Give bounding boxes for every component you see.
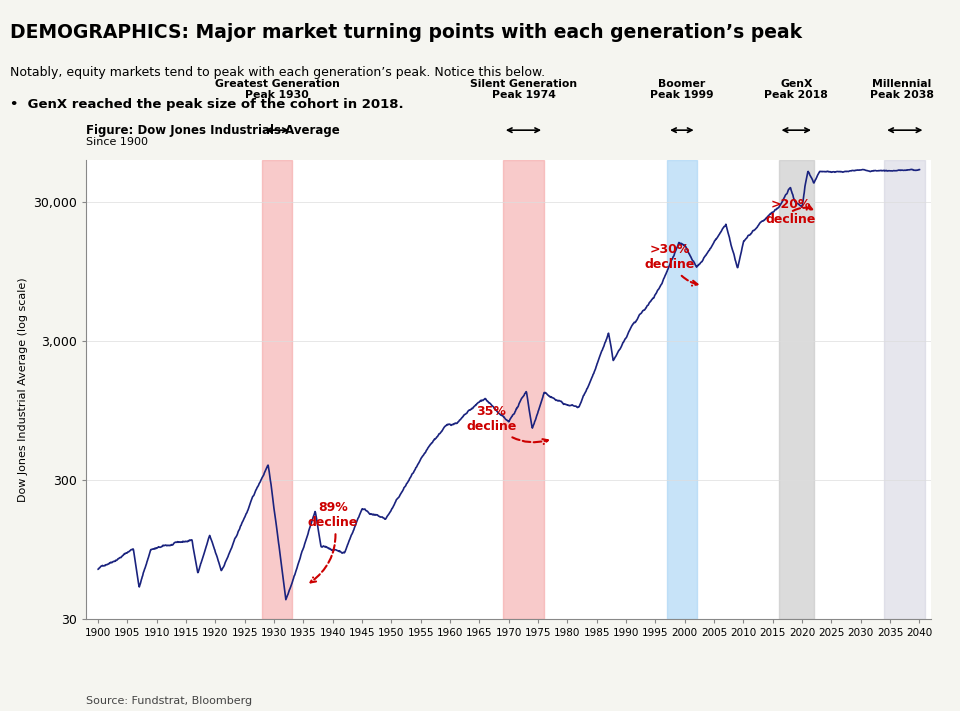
Text: Figure: Dow Jones Industrials Average: Figure: Dow Jones Industrials Average	[86, 124, 340, 137]
Bar	[779, 160, 814, 619]
Text: 89%
decline: 89% decline	[307, 501, 358, 582]
Text: Notably, equity markets tend to peak with each generation’s peak. Notice this be: Notably, equity markets tend to peak wit…	[10, 66, 544, 79]
Text: Source: Fundstrat, Bloomberg: Source: Fundstrat, Bloomberg	[86, 696, 252, 706]
Bar	[262, 160, 292, 619]
Text: >20%
decline: >20% decline	[765, 198, 816, 226]
Text: Silent Generation
Peak 1974: Silent Generation Peak 1974	[469, 79, 577, 100]
Text: GenX
Peak 2018: GenX Peak 2018	[764, 79, 828, 100]
Text: •  GenX reached the peak size of the cohort in 2018.: • GenX reached the peak size of the coho…	[10, 98, 403, 111]
Text: Greatest Generation
Peak 1930: Greatest Generation Peak 1930	[215, 79, 340, 100]
Text: >30%
decline: >30% decline	[645, 243, 697, 286]
Bar	[884, 160, 925, 619]
Y-axis label: Dow Jones Industrial Average (log scale): Dow Jones Industrial Average (log scale)	[18, 277, 28, 501]
Text: 35%
decline: 35% decline	[466, 405, 548, 444]
Text: Millennial
Peak 2038: Millennial Peak 2038	[870, 79, 934, 100]
Text: DEMOGRAPHICS: Major market turning points with each generation’s peak: DEMOGRAPHICS: Major market turning point…	[10, 23, 802, 43]
Text: Since 1900: Since 1900	[86, 137, 149, 147]
Bar	[503, 160, 544, 619]
Bar	[667, 160, 697, 619]
Text: Boomer
Peak 1999: Boomer Peak 1999	[650, 79, 713, 100]
